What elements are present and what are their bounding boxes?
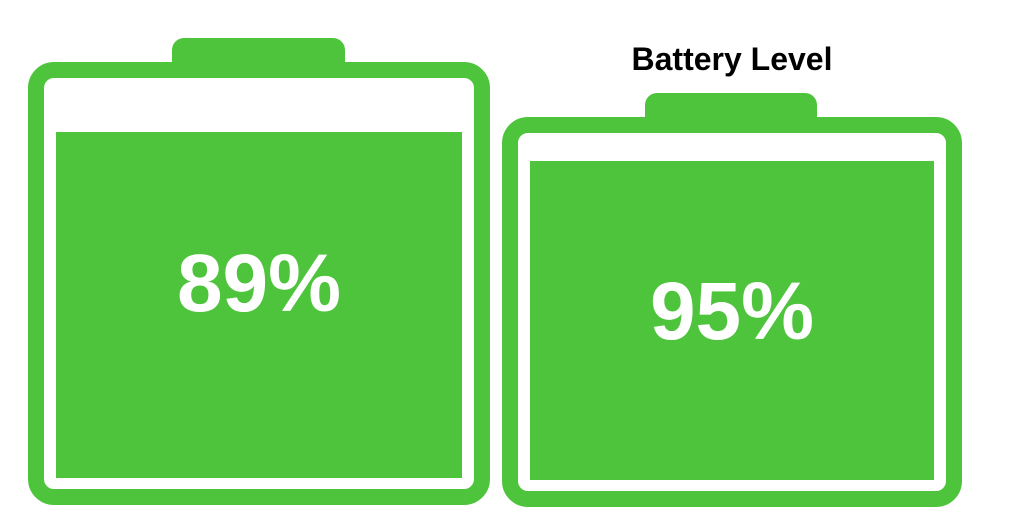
battery-fill-area bbox=[56, 89, 462, 478]
battery-fill bbox=[56, 131, 462, 478]
battery-body-icon bbox=[502, 117, 962, 507]
battery-body-icon bbox=[28, 62, 490, 505]
chart-title: Battery Level bbox=[631, 41, 833, 77]
battery-fill bbox=[530, 160, 934, 480]
battery-fill-area bbox=[530, 144, 934, 480]
